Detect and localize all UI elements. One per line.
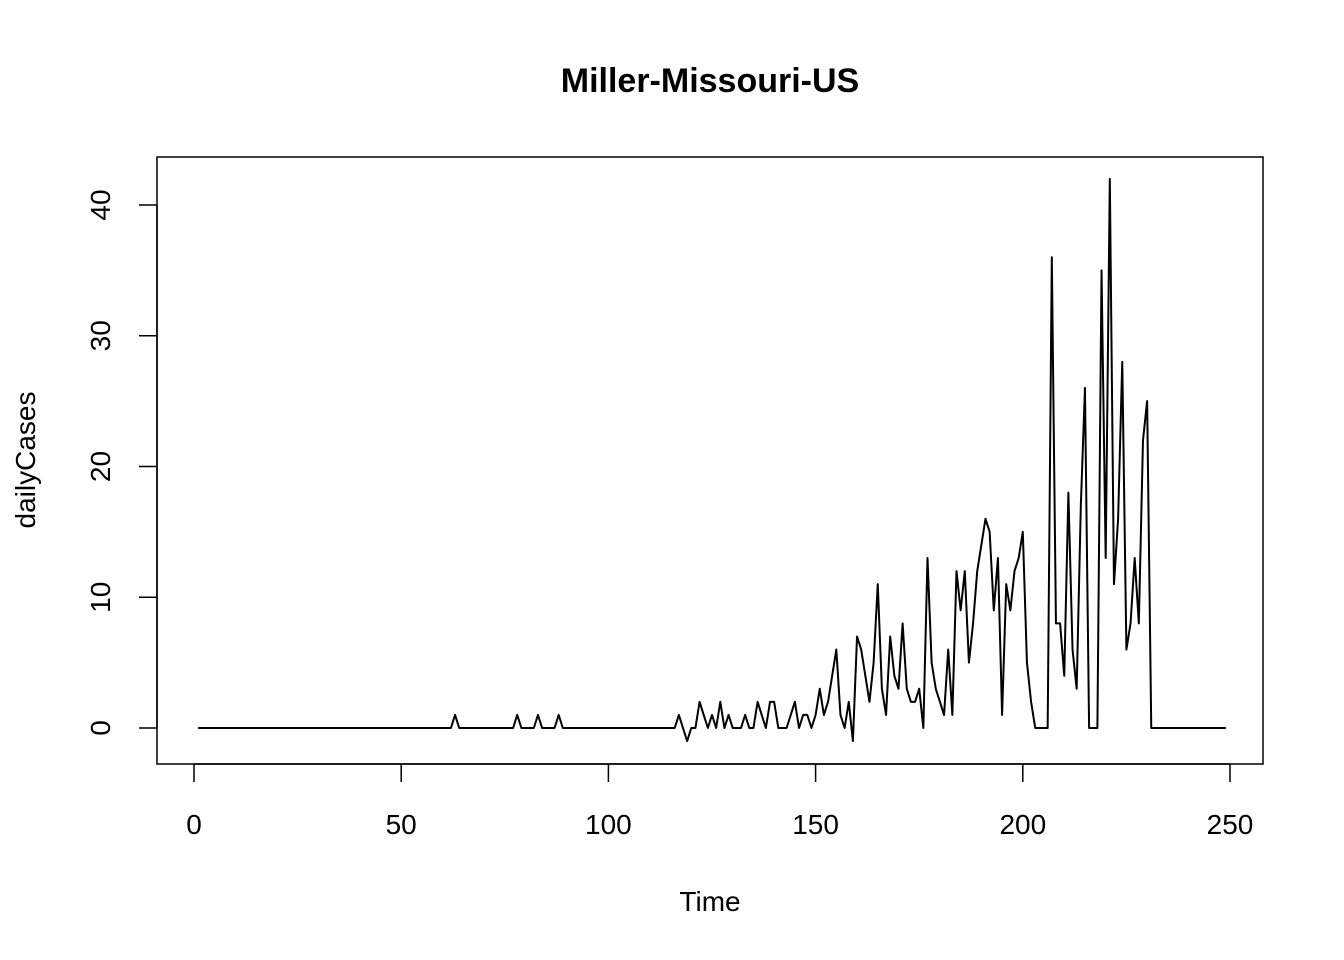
chart-title: Miller-Missouri-US [561, 62, 859, 100]
x-tick-label: 250 [1207, 809, 1254, 840]
x-tick-label: 50 [386, 809, 417, 840]
series-line [198, 177, 1226, 743]
y-tick-label: 40 [85, 189, 116, 220]
data-points [198, 179, 1226, 741]
x-tick-label: 100 [585, 809, 632, 840]
y-tick-label: 0 [85, 720, 116, 736]
y-axis: 0 10 20 30 40 [85, 189, 158, 736]
y-axis-label: dailyCases [10, 392, 41, 529]
y-tick-label: 10 [85, 582, 116, 613]
x-tick-label: 200 [999, 809, 1046, 840]
y-tick-label: 30 [85, 320, 116, 351]
x-axis-label: Time [679, 886, 740, 917]
y-tick-label: 20 [85, 451, 116, 482]
x-axis: 0 50 100 150 200 250 [186, 763, 1254, 840]
x-tick-label: 150 [792, 809, 839, 840]
x-tick-label: 0 [186, 809, 202, 840]
